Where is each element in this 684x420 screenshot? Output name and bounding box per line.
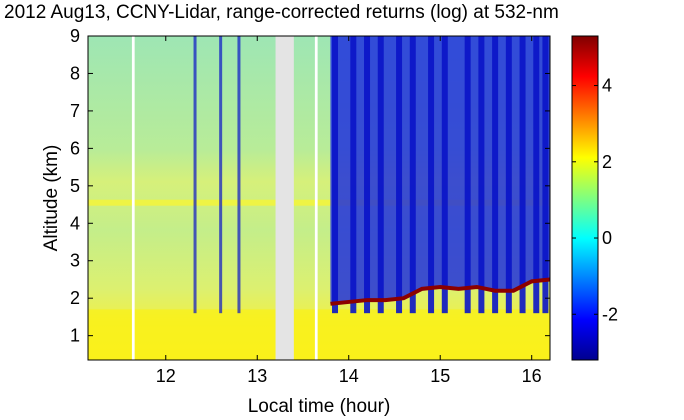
y-tick-label: 2 — [70, 288, 80, 308]
y-tick-label: 9 — [70, 26, 80, 46]
cloud-top-line — [330, 277, 550, 306]
data-gap — [275, 36, 294, 360]
cloud-streak — [350, 36, 357, 314]
cloud-streak — [396, 36, 403, 314]
cloud-streak — [492, 36, 499, 314]
x-tick-label: 14 — [339, 366, 359, 386]
x-tick-label: 16 — [522, 366, 542, 386]
cloud-streak — [464, 36, 471, 314]
x-axis-label: Local time (hour) — [248, 396, 391, 417]
cloud-streak — [364, 36, 371, 314]
y-tick-label: 7 — [70, 101, 80, 121]
y-tick-label: 5 — [70, 176, 80, 196]
colorbar-tick-label: 2 — [602, 152, 612, 172]
colorbar — [571, 35, 599, 361]
plot-frame — [87, 35, 551, 361]
y-axis-label: Altitude (km) — [41, 145, 62, 252]
cloud-streak — [193, 36, 197, 314]
colorbar-tick-label: -2 — [602, 304, 618, 324]
cloud-streak — [478, 36, 485, 314]
colorbar-tick-label: 4 — [602, 76, 612, 96]
cloud-streak — [441, 36, 448, 314]
cloud-streak — [519, 36, 526, 314]
y-tick-label: 1 — [70, 326, 80, 346]
cloud-streak — [377, 36, 384, 314]
y-tick-label: 8 — [70, 63, 80, 83]
x-tick-label: 12 — [156, 366, 176, 386]
boundary-layer — [88, 309, 550, 360]
cloud-streak — [219, 36, 223, 314]
x-tick-label: 13 — [247, 366, 267, 386]
attenuated-region — [330, 36, 550, 304]
y-tick-label: 3 — [70, 251, 80, 271]
cloud-streak — [542, 36, 549, 314]
chart-title: 2012 Aug13, CCNY-Lidar, range-corrected … — [4, 2, 559, 23]
cloud-streak — [237, 36, 241, 314]
cloud-streak — [505, 36, 512, 314]
x-tick-label: 15 — [430, 366, 450, 386]
cloud-streak — [409, 36, 416, 314]
data-gap — [131, 36, 135, 360]
cloud-streak — [332, 36, 339, 314]
data-gap — [314, 36, 318, 360]
aerosol-layer — [88, 199, 550, 206]
y-tick-label: 4 — [70, 213, 80, 233]
y-tick-label: 6 — [70, 138, 80, 158]
cloud-streak — [428, 36, 435, 314]
colorbar-tick-label: 0 — [602, 228, 612, 248]
cloud-streak — [533, 36, 540, 314]
